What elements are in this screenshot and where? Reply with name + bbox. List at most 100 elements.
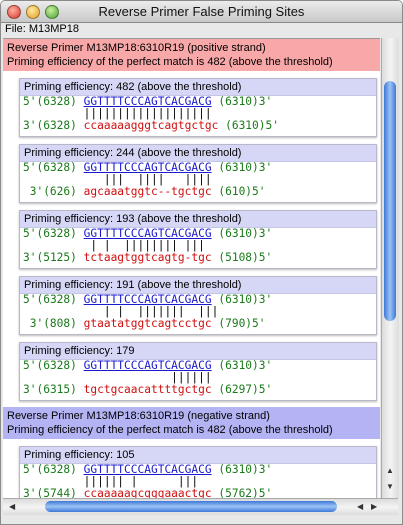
position-label: (6297)5' [218, 383, 273, 396]
zoom-button[interactable] [45, 5, 59, 19]
match-bars: | | |||||||| ||| [83, 239, 205, 252]
position-label: 5'(6328) [23, 293, 77, 306]
position-label: 3'(5125) [23, 251, 77, 264]
efficiency-label: Priming efficiency: 179 [20, 343, 376, 360]
target-sequence: ccaaaaagcgggaaactgc [83, 487, 212, 499]
gap [77, 119, 84, 132]
target-row: 3'(6328) ccaaaaagggtcagtgctgc (6310)5' [20, 120, 376, 136]
section-line: Priming efficiency of the perfect match … [7, 56, 333, 68]
vertical-scrollbar[interactable]: ▲ ▼ [381, 38, 399, 498]
position-label: 3'(808) [29, 317, 77, 330]
scroll-up-arrow[interactable]: ▲ [386, 466, 394, 475]
position-label: (6310)5' [225, 119, 279, 132]
position-label: (610)5' [218, 185, 266, 198]
match-row: |||||| [20, 372, 376, 384]
target-row: 3'(626) agcaaatggtc--tgctgc (610)5' [20, 186, 376, 202]
file-label: File: M13MP18 [5, 23, 79, 35]
position-label: 5'(6328) [23, 161, 77, 174]
target-sequence: ccaaaaagggtcagtgctgc [83, 119, 219, 132]
match-bars: ||| |||| |||| [83, 173, 219, 186]
efficiency-label: Priming efficiency: 191 (above the thres… [20, 277, 376, 294]
target-row: 3'(808) gtaatatggtcagtcctgc (790)5' [20, 318, 376, 334]
scroll-right-arrow[interactable]: ▶ [371, 502, 378, 511]
target-sequence: tctaagtggtcagtg-tgc [83, 251, 212, 264]
gap [77, 185, 84, 198]
target-sequence: gtaatatggtcagtcctgc [83, 317, 212, 330]
target-sequence: tgctgcaacattttgctgc [83, 383, 212, 396]
target-row: 3'(6315) tgctgcaacattttgctgc (6297)5' [20, 384, 376, 400]
target-sequence: agcaaatggtc--tgctgc [83, 185, 212, 198]
efficiency-label: Priming efficiency: 193 (above the thres… [20, 211, 376, 228]
match-entry: Priming efficiency: 179 5'(6328) GGTTTTCC… [19, 342, 377, 401]
primer-sequence: GGTTTTCCCAGTCACGACG [83, 227, 212, 240]
match-row: | | ||||||| ||| [20, 306, 376, 318]
primer-row: 5'(6328) GGTTTTCCCAGTCACGACG (6310)3' [20, 464, 376, 476]
scroll-left-arrow[interactable]: ◀ [357, 502, 364, 511]
title-bar: Reverse Primer False Priming Sites [1, 1, 402, 23]
gap [77, 487, 84, 498]
position-label: 3'(5744) [23, 487, 77, 499]
primer-sequence: GGTTTTCCCAGTCACGACG [83, 293, 212, 306]
match-bars: |||||| [83, 371, 212, 384]
primer-sequence: GGTTTTCCCAGTCACGACG [83, 463, 212, 476]
position-label: 5'(6328) [23, 359, 77, 372]
section-line: Reverse Primer M13MP18:6310R19 (positive… [7, 42, 266, 54]
target-row: 3'(5744) ccaaaaagcgggaaactgc (5762)5' [20, 487, 376, 499]
match-row: |||||| | ||| [20, 476, 376, 488]
match-bars: |||||| | ||| [83, 475, 199, 488]
primer-sequence: GGTTTTCCCAGTCACGACG [83, 359, 212, 372]
primer-row: 5'(6328) GGTTTTCCCAGTCACGACG (6310)3' [20, 294, 376, 306]
efficiency-label: Priming efficiency: 105 [20, 447, 376, 464]
position-label: (6310)3' [218, 161, 273, 174]
minimize-button[interactable] [26, 5, 40, 19]
position-label: 3'(6328) [23, 119, 77, 132]
section-header: Reverse Primer M13MP18:6310R19 (positive… [3, 39, 380, 71]
primer-sequence: GGTTTTCCCAGTCACGACG [83, 161, 212, 174]
results-list: Reverse Primer M13MP18:6310R19 (positive… [3, 38, 380, 498]
primer-row: 5'(6328) GGTTTTCCCAGTCACGACG (6310)3' [20, 360, 376, 372]
position-label: (6310)3' [218, 463, 273, 476]
position-label: 5'(6328) [23, 463, 77, 476]
position-label: 3'(6315) [23, 383, 77, 396]
gap [77, 317, 84, 330]
gap [77, 383, 84, 396]
scroll-left-arrow[interactable]: ◀ [9, 502, 16, 511]
position-label: 5'(6328) [23, 95, 77, 108]
match-bars: | | ||||||| ||| [83, 305, 219, 318]
match-entry: Priming efficiency: 482 (above the thres… [19, 78, 377, 137]
position-label: (5108)5' [218, 251, 273, 264]
scroll-thumb[interactable] [45, 501, 337, 512]
position-label: (6310)3' [218, 359, 273, 372]
primer-row: 5'(6328) GGTTTTCCCAGTCACGACG (6310)3' [20, 228, 376, 240]
section-line: Priming efficiency of the perfect match … [7, 424, 333, 436]
match-entry: Priming efficiency: 105 5'(6328) GGTTTTCC… [19, 446, 377, 498]
position-label: (5762)5' [218, 487, 273, 499]
position-label: (6310)3' [218, 293, 273, 306]
match-entry: Priming efficiency: 191 (above the thres… [19, 276, 377, 335]
efficiency-label: Priming efficiency: 244 (above the thres… [20, 145, 376, 162]
scroll-down-arrow[interactable]: ▼ [386, 482, 394, 491]
section-line: Reverse Primer M13MP18:6310R19 (negative… [7, 410, 270, 422]
match-bars: ||||||||||||||||||| [83, 107, 212, 120]
close-button[interactable] [7, 5, 21, 19]
section-header: Reverse Primer M13MP18:6310R19 (negative… [3, 407, 380, 439]
match-entry: Priming efficiency: 244 (above the thres… [19, 144, 377, 203]
efficiency-label: Priming efficiency: 482 (above the thres… [20, 79, 376, 96]
primer-sequence: GGTTTTCCCAGTCACGACG [83, 95, 212, 108]
primer-row: 5'(6328) GGTTTTCCCAGTCACGACG (6310)3' [20, 96, 376, 108]
window-title: Reverse Primer False Priming Sites [98, 4, 305, 19]
target-row: 3'(5125) tctaagtggtcagtg-tgc (5108)5' [20, 252, 376, 268]
match-row: ||| |||| |||| [20, 174, 376, 186]
position-label: 5'(6328) [23, 227, 77, 240]
match-row: | | |||||||| ||| [20, 240, 376, 252]
position-label: (6310)3' [218, 95, 273, 108]
horizontal-scrollbar[interactable]: ◀ ◀ ▶ [3, 498, 398, 515]
match-row: ||||||||||||||||||| [20, 108, 376, 120]
position-label: (790)5' [218, 317, 266, 330]
scroll-thumb[interactable] [384, 81, 396, 321]
primer-row: 5'(6328) GGTTTTCCCAGTCACGACG (6310)3' [20, 162, 376, 174]
gap [77, 251, 84, 264]
position-label: 3'(626) [29, 185, 77, 198]
match-entry: Priming efficiency: 193 (above the thres… [19, 210, 377, 269]
